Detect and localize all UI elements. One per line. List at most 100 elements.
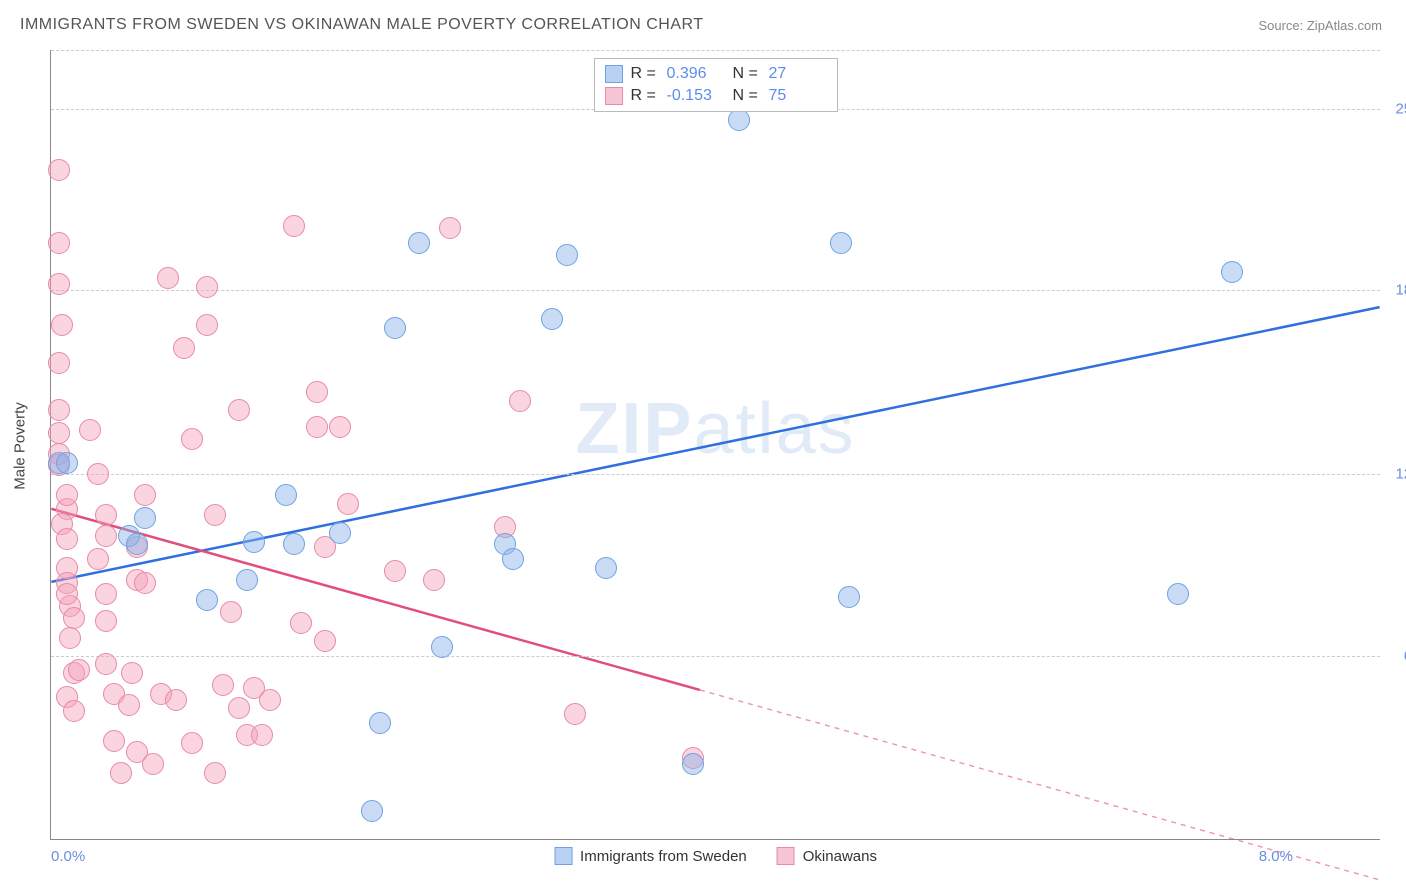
- scatter-point-okinawan: [142, 753, 164, 775]
- legend-stat-row-sweden: R =0.396N =27: [605, 63, 827, 85]
- scatter-point-okinawan: [95, 610, 117, 632]
- scatter-point-okinawan: [173, 337, 195, 359]
- scatter-point-okinawan: [59, 627, 81, 649]
- scatter-point-okinawan: [439, 217, 461, 239]
- scatter-point-okinawan: [48, 352, 70, 374]
- scatter-point-okinawan: [306, 416, 328, 438]
- scatter-point-okinawan: [48, 399, 70, 421]
- scatter-point-okinawan: [134, 484, 156, 506]
- scatter-point-okinawan: [181, 732, 203, 754]
- scatter-point-okinawan: [564, 703, 586, 725]
- scatter-point-okinawan: [87, 548, 109, 570]
- scatter-point-okinawan: [121, 662, 143, 684]
- scatter-point-okinawan: [56, 528, 78, 550]
- scatter-point-okinawan: [423, 569, 445, 591]
- legend-swatch-sweden: [605, 65, 623, 83]
- scatter-point-okinawan: [118, 694, 140, 716]
- scatter-point-sweden: [243, 531, 265, 553]
- scatter-point-okinawan: [48, 422, 70, 444]
- watermark-text: ZIPatlas: [575, 388, 855, 470]
- scatter-point-sweden: [56, 452, 78, 474]
- grid-line: [51, 290, 1380, 291]
- scatter-point-okinawan: [509, 390, 531, 412]
- scatter-point-okinawan: [79, 419, 101, 441]
- scatter-point-okinawan: [56, 583, 78, 605]
- scatter-point-okinawan: [384, 560, 406, 582]
- series-legend-item-sweden: Immigrants from Sweden: [554, 847, 747, 865]
- legend-swatch-okinawan: [605, 87, 623, 105]
- scatter-point-sweden: [502, 548, 524, 570]
- grid-line: [51, 656, 1380, 657]
- scatter-point-okinawan: [95, 525, 117, 547]
- scatter-point-sweden: [728, 109, 750, 131]
- legend-swatch-okinawan: [777, 847, 795, 865]
- watermark-bold: ZIP: [575, 389, 693, 469]
- scatter-point-okinawan: [212, 674, 234, 696]
- scatter-point-okinawan: [48, 273, 70, 295]
- scatter-point-okinawan: [196, 276, 218, 298]
- series-legend-label-sweden: Immigrants from Sweden: [580, 848, 747, 865]
- scatter-point-sweden: [134, 507, 156, 529]
- legend-n-label: N =: [733, 87, 761, 105]
- scatter-point-okinawan: [87, 463, 109, 485]
- scatter-point-okinawan: [228, 697, 250, 719]
- legend-stat-row-okinawan: R = -0.153 N = 75: [605, 85, 827, 107]
- legend-n-label: N =: [733, 65, 761, 83]
- y-axis-label: Male Poverty: [12, 402, 29, 490]
- scatter-point-okinawan: [63, 607, 85, 629]
- scatter-point-sweden: [431, 636, 453, 658]
- scatter-point-okinawan: [95, 504, 117, 526]
- scatter-point-okinawan: [204, 762, 226, 784]
- scatter-point-sweden: [196, 589, 218, 611]
- scatter-point-sweden: [595, 557, 617, 579]
- chart-plot-area: ZIPatlas R =0.396N =27R =-0.153N =75 Imm…: [50, 50, 1380, 840]
- scatter-point-okinawan: [157, 267, 179, 289]
- legend-n-value-okinawan: 75: [769, 87, 827, 105]
- legend-r-label: R =: [631, 87, 659, 105]
- regression-lines-layer: [51, 50, 1380, 839]
- correlation-legend: R =0.396N =27R =-0.153N =75: [594, 58, 838, 112]
- y-tick-label: 25.0%: [1395, 100, 1406, 117]
- scatter-point-okinawan: [314, 630, 336, 652]
- scatter-point-sweden: [838, 586, 860, 608]
- scatter-point-okinawan: [95, 583, 117, 605]
- scatter-point-okinawan: [48, 232, 70, 254]
- legend-r-value-okinawan: -0.153: [667, 87, 725, 105]
- y-tick-label: 12.5%: [1395, 466, 1406, 483]
- scatter-point-okinawan: [259, 689, 281, 711]
- scatter-point-sweden: [283, 533, 305, 555]
- scatter-point-okinawan: [48, 159, 70, 181]
- grid-line: [51, 50, 1380, 51]
- x-tick-label: 8.0%: [1259, 848, 1293, 865]
- scatter-point-okinawan: [181, 428, 203, 450]
- scatter-point-okinawan: [51, 314, 73, 336]
- scatter-point-okinawan: [63, 700, 85, 722]
- scatter-point-okinawan: [196, 314, 218, 336]
- scatter-point-okinawan: [337, 493, 359, 515]
- scatter-point-okinawan: [220, 601, 242, 623]
- legend-r-value-sweden: 0.396: [667, 65, 725, 83]
- scatter-point-sweden: [682, 753, 704, 775]
- scatter-point-okinawan: [165, 689, 187, 711]
- source-attribution: Source: ZipAtlas.com: [1258, 18, 1382, 33]
- scatter-point-okinawan: [95, 653, 117, 675]
- scatter-point-sweden: [408, 232, 430, 254]
- scatter-point-okinawan: [290, 612, 312, 634]
- scatter-point-okinawan: [68, 659, 90, 681]
- scatter-point-okinawan: [251, 724, 273, 746]
- scatter-point-sweden: [541, 308, 563, 330]
- scatter-point-sweden: [369, 712, 391, 734]
- scatter-point-sweden: [275, 484, 297, 506]
- scatter-point-sweden: [556, 244, 578, 266]
- grid-line: [51, 474, 1380, 475]
- y-tick-label: 18.8%: [1395, 281, 1406, 298]
- series-legend: Immigrants from SwedenOkinawans: [554, 847, 877, 865]
- scatter-point-sweden: [830, 232, 852, 254]
- watermark-light: atlas: [693, 389, 855, 469]
- scatter-point-okinawan: [204, 504, 226, 526]
- scatter-point-okinawan: [283, 215, 305, 237]
- scatter-point-okinawan: [329, 416, 351, 438]
- scatter-point-okinawan: [228, 399, 250, 421]
- scatter-point-okinawan: [56, 484, 78, 506]
- scatter-point-sweden: [1221, 261, 1243, 283]
